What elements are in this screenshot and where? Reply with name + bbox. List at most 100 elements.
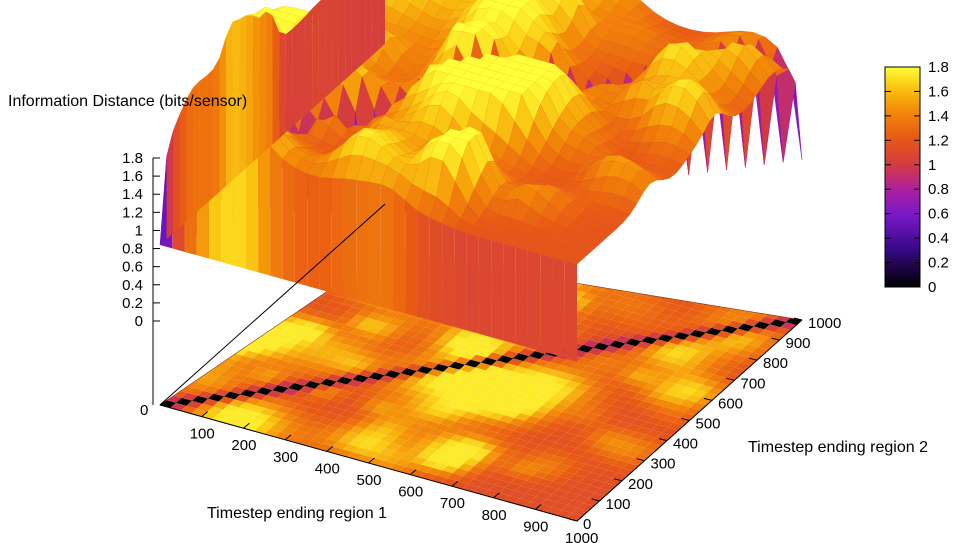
floor-cell: [482, 417, 499, 426]
floor-cell: [605, 319, 622, 328]
floor-cell: [595, 389, 612, 398]
floor-cell: [505, 384, 522, 393]
floor-cell: [618, 369, 635, 378]
floor-cell: [466, 333, 483, 342]
floor-cell: [479, 469, 496, 477]
floor-cell: [485, 451, 502, 459]
floor-cell: [378, 388, 395, 397]
floor-cell: [617, 296, 634, 305]
x-axis-label: Timestep ending region 1: [207, 505, 387, 522]
floor-cell: [499, 402, 516, 411]
floor-cell: [367, 398, 384, 407]
floor-cell: [536, 478, 553, 487]
floor-cell: [275, 418, 292, 427]
floor-cell: [496, 368, 513, 377]
floor-cell: [359, 356, 376, 365]
floor-cell: [652, 411, 669, 420]
floor-cell: [561, 432, 578, 441]
floor-cell: [659, 308, 676, 317]
floor-cell: [598, 337, 616, 346]
floor-cell: [273, 372, 290, 381]
surface-skirt: [199, 76, 207, 210]
floor-cell: [411, 443, 428, 452]
floor-cell: [650, 279, 667, 288]
floor-cell: [522, 454, 539, 463]
floor-cell: [391, 437, 408, 446]
floor-cell: [341, 384, 358, 393]
floor-cell: [345, 405, 362, 414]
floor-cell: [459, 450, 476, 459]
floor-cell: [299, 287, 316, 296]
floor-cell: [503, 423, 520, 431]
floor-cell: [669, 396, 686, 405]
floor-cell: [297, 326, 314, 335]
floor-cell: [567, 414, 584, 423]
floor-cell: [680, 314, 697, 322]
floor-cell: [558, 385, 575, 394]
floor-cell: [643, 297, 661, 306]
floor-cell: [415, 378, 433, 387]
y-tick-label: 800: [763, 355, 788, 372]
floor-cell: [590, 394, 607, 403]
floor-cell: [624, 436, 641, 445]
surface-skirt: [305, 8, 313, 115]
floor-cell: [428, 342, 445, 351]
floor-cell: [325, 386, 342, 395]
floor-cell: [606, 392, 623, 401]
floor-cell: [695, 324, 712, 333]
floor-cell: [294, 292, 311, 301]
floor-cell: [477, 336, 494, 345]
floor-cell: [535, 418, 552, 427]
floor-cell: [339, 324, 356, 333]
floor-cell: [446, 400, 463, 409]
floor-cell: [592, 269, 609, 278]
surface-skirt: [312, 2, 319, 110]
floor-cell: [640, 276, 657, 285]
floor-cell: [561, 505, 578, 514]
floor-cell: [308, 316, 325, 325]
floor-cell: [599, 410, 616, 419]
floor-cell: [547, 481, 564, 490]
floor-cell: [281, 328, 298, 337]
floor-cell: [408, 409, 425, 418]
colorbar-tick-label: 1: [928, 157, 936, 174]
floor-cell: [278, 294, 295, 303]
floor-cell: [353, 361, 370, 370]
floor-cell: [611, 314, 628, 323]
floor-cell: [769, 319, 786, 328]
floor-cell: [607, 280, 624, 289]
floor-cell: [528, 364, 545, 372]
floor-cell: [218, 396, 235, 405]
y-tick-mark: [771, 337, 780, 341]
floor-cell: [444, 340, 461, 349]
floor-cell: [557, 398, 574, 407]
floor-cell: [460, 338, 478, 347]
floor-cell: [207, 406, 224, 415]
surface-skirt: [365, 0, 372, 62]
floor-cell: [348, 439, 365, 448]
floor-cell: [410, 383, 427, 392]
floor-cell: [551, 416, 568, 425]
floor-cell: [592, 441, 609, 450]
floor-cell: [620, 416, 637, 424]
floor-cell: [427, 441, 444, 450]
floor-cell: [356, 395, 373, 404]
floor-cell: [655, 372, 672, 381]
floor-cell: [475, 362, 492, 371]
floor-cell: [657, 419, 674, 428]
floor-cell: [607, 293, 624, 302]
floor-cell: [641, 336, 658, 345]
floor-cell: [552, 403, 569, 412]
floor-cell: [585, 459, 602, 468]
floor-cell: [275, 333, 292, 342]
floor-cell: [494, 479, 511, 488]
floor-cell: [317, 344, 334, 353]
floor-cell: [276, 405, 293, 414]
floor-cell: [181, 392, 198, 401]
y-tick-label: 300: [651, 456, 676, 473]
floor-cell: [531, 483, 548, 492]
floor-cell: [635, 426, 652, 435]
colorbar-tick-label: 0.4: [928, 230, 949, 247]
floor-cell: [615, 408, 632, 417]
floor-cell: [590, 308, 607, 317]
